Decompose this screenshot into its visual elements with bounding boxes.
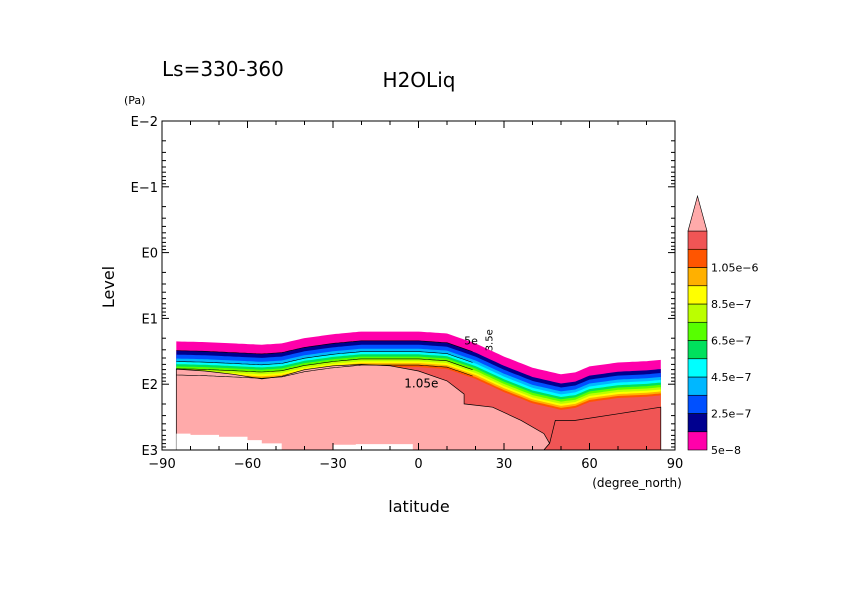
colorbar-segment bbox=[687, 285, 708, 305]
chart-title: H2OLiq bbox=[383, 68, 456, 92]
colorbar-segment bbox=[687, 413, 708, 433]
colorbar-label: 4.5e−7 bbox=[711, 371, 751, 384]
contour-line bbox=[176, 351, 473, 366]
high-value-region bbox=[543, 406, 662, 450]
x-axis-ticks: −90 −60 −30 0 30 60 90 bbox=[148, 121, 683, 472]
x-tick-label: 0 bbox=[414, 457, 422, 472]
contour-line bbox=[176, 358, 473, 373]
y-tick-label: E3 bbox=[142, 444, 159, 459]
colorbar-label: 1.05e−6 bbox=[711, 262, 758, 275]
x-tick-label: −90 bbox=[148, 457, 175, 472]
chart-subtitle: Ls=330-360 bbox=[162, 57, 284, 81]
contour-label: 3.5e bbox=[485, 329, 496, 351]
colorbar-extension-arrow bbox=[687, 194, 708, 232]
below-ground-mask bbox=[333, 444, 413, 450]
y-tick-label: E0 bbox=[142, 247, 159, 262]
y-tick-label: E1 bbox=[142, 312, 159, 327]
x-tick-label: 30 bbox=[496, 457, 513, 472]
colorbar-segment bbox=[687, 230, 708, 250]
cloud-core-region bbox=[175, 364, 551, 450]
y-tick-label: E−2 bbox=[131, 115, 158, 130]
x-tick-label: −60 bbox=[234, 457, 261, 472]
x-tick-label: 90 bbox=[667, 457, 684, 472]
contour-labels: 1.05e 5e 3.5e bbox=[404, 329, 495, 390]
colorbar-segment bbox=[687, 431, 708, 451]
colorbar-segment bbox=[687, 267, 708, 287]
contour-fields bbox=[175, 331, 662, 450]
x-tick-label: 60 bbox=[581, 457, 598, 472]
colorbar-segment bbox=[687, 358, 708, 378]
y-axis-label: Level bbox=[99, 266, 118, 308]
contour-line bbox=[176, 340, 473, 355]
x-units: (degree_north) bbox=[592, 476, 682, 490]
colorbar-segment bbox=[687, 394, 708, 414]
y-units: (Pa) bbox=[124, 94, 145, 107]
colorbar-segment bbox=[687, 340, 708, 360]
colorbar-label: 2.5e−7 bbox=[711, 408, 751, 421]
contour-line bbox=[176, 364, 473, 379]
colorbar-segment bbox=[687, 303, 708, 323]
y-tick-label: E−1 bbox=[131, 181, 158, 196]
colorbar-label: 5e−8 bbox=[711, 444, 741, 457]
colorbar-segment bbox=[687, 248, 708, 268]
colorbar-label: 6.5e−7 bbox=[711, 335, 751, 348]
y-axis-ticks: E−2 E−1 E0 E1 E2 E3 bbox=[131, 115, 675, 459]
x-tick-label: −30 bbox=[319, 457, 346, 472]
colorbar-segment bbox=[687, 376, 708, 396]
y-tick-label: E2 bbox=[142, 378, 159, 393]
contour-label: 5e bbox=[464, 335, 478, 348]
x-axis-label: latitude bbox=[388, 497, 449, 516]
below-ground-mask bbox=[176, 433, 282, 450]
contour-label: 1.05e bbox=[404, 376, 438, 390]
colorbar-label: 8.5e−7 bbox=[711, 298, 751, 311]
colorbar-segment bbox=[687, 321, 708, 341]
colorbar: 1.05e−6 8.5e−7 6.5e−7 4.5e−7 2.5e−7 5e−8 bbox=[687, 194, 758, 457]
